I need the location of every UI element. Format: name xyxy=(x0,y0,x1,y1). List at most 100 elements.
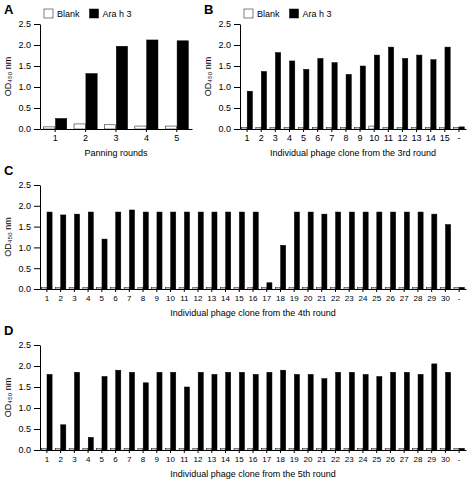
x-tick-label: 24 xyxy=(358,455,367,464)
x-tick-label: 3 xyxy=(113,133,118,143)
x-tick-label: 5 xyxy=(100,294,105,303)
x-tick-mark xyxy=(459,289,460,292)
x-tick: 14 xyxy=(426,129,436,143)
bar xyxy=(171,212,176,289)
bar xyxy=(147,40,158,129)
x-tick-mark xyxy=(307,450,308,453)
x-tick-label: 15 xyxy=(440,133,450,143)
y-tick-label: 1.0 xyxy=(18,243,31,253)
y-tick: 0.0 xyxy=(18,445,40,455)
x-tick-mark xyxy=(170,289,171,292)
legend-label: Ara h 3 xyxy=(103,9,132,19)
x-tick: 1 xyxy=(45,289,50,303)
y-tick-mark xyxy=(234,24,240,25)
y-tick-label: 1.0 xyxy=(218,82,231,92)
bars xyxy=(42,210,465,289)
x-tick: 25 xyxy=(372,289,381,303)
panel: B0.00.51.01.52.02.5123456789101112131415… xyxy=(203,2,467,158)
bar xyxy=(349,212,354,289)
x-tick-label: 13 xyxy=(207,455,216,464)
bar xyxy=(330,448,335,450)
y-tick: 2.0 xyxy=(18,201,40,211)
x-tick-label: 28 xyxy=(413,455,422,464)
x-tick-label: - xyxy=(458,455,461,464)
x-tick-mark xyxy=(374,129,375,132)
y-axis-line xyxy=(40,25,41,130)
x-tick-mark xyxy=(388,129,389,132)
x-tick-mark xyxy=(129,450,130,453)
bar xyxy=(411,127,416,129)
legend-item: Ara h 3 xyxy=(90,9,132,19)
x-tick-label: 6 xyxy=(113,455,118,464)
y-tick: 1.5 xyxy=(218,61,240,71)
x-tick-mark xyxy=(404,289,405,292)
bar xyxy=(399,287,404,289)
x-tick-mark xyxy=(307,289,308,292)
bar xyxy=(336,372,341,450)
x-tick: 24 xyxy=(358,450,367,464)
y-axis: 0.00.51.01.52.02.5 xyxy=(18,340,40,455)
x-tick-mark xyxy=(266,450,267,453)
bar xyxy=(184,387,189,450)
x-tick-mark xyxy=(280,289,281,292)
bar xyxy=(102,377,107,451)
bar xyxy=(61,215,66,289)
x-tick-mark xyxy=(156,450,157,453)
x-tick-mark xyxy=(247,129,248,132)
x-tick: 1 xyxy=(45,450,50,464)
bar xyxy=(432,214,437,289)
bar xyxy=(336,212,341,289)
y-tick-mark xyxy=(34,66,40,67)
x-tick-mark xyxy=(321,450,322,453)
bar xyxy=(55,448,60,450)
y-axis-title: OD₄₅₀ nm xyxy=(3,378,13,418)
x-tick: 23 xyxy=(345,450,354,464)
x-tick-mark xyxy=(46,450,47,453)
x-tick-mark xyxy=(417,289,418,292)
x-tick: 4 xyxy=(287,129,292,143)
x-tick: 2 xyxy=(58,289,63,303)
bar xyxy=(253,212,258,289)
bar xyxy=(86,74,97,129)
x-tick: 11 xyxy=(384,129,393,143)
y-tick-label: 2.0 xyxy=(18,201,31,211)
bar xyxy=(308,212,313,289)
y-tick-label: 0.5 xyxy=(18,264,31,274)
bar xyxy=(374,55,379,129)
bar xyxy=(165,448,170,450)
x-tick-mark xyxy=(143,289,144,292)
bar xyxy=(184,212,189,289)
x-tick-label: 3 xyxy=(273,133,278,143)
bar xyxy=(177,41,188,129)
x-tick: 23 xyxy=(345,289,354,303)
bar xyxy=(61,425,66,450)
x-tick-mark xyxy=(360,129,361,132)
x-tick-label: 20 xyxy=(304,455,313,464)
bar xyxy=(413,287,418,289)
x-tick-mark xyxy=(184,289,185,292)
x-tick-label: 13 xyxy=(412,133,422,143)
bar xyxy=(207,448,212,450)
bar xyxy=(385,448,390,450)
x-tick-mark xyxy=(239,450,240,453)
x-tick: 2 xyxy=(58,450,63,464)
bar xyxy=(426,287,431,289)
legend: BlankAra h 3 xyxy=(44,9,132,19)
bar xyxy=(454,448,459,450)
x-tick-label: 28 xyxy=(413,294,422,303)
x-tick-label: 10 xyxy=(166,455,175,464)
bar xyxy=(459,287,464,289)
bar xyxy=(129,210,134,289)
x-axis: 12345 xyxy=(41,129,193,143)
x-tick-label: 22 xyxy=(331,455,340,464)
bar xyxy=(303,448,308,450)
x-tick-label: 4 xyxy=(86,455,91,464)
y-tick-mark xyxy=(34,45,40,46)
plot: 0.00.51.01.52.02.512345 xyxy=(18,19,192,143)
y-tick-mark xyxy=(234,66,240,67)
bar xyxy=(69,448,74,450)
x-tick: 30 xyxy=(441,450,450,464)
x-tick: 29 xyxy=(427,289,436,303)
y-tick: 2.5 xyxy=(18,340,40,350)
x-tick-label: 2 xyxy=(259,133,264,143)
